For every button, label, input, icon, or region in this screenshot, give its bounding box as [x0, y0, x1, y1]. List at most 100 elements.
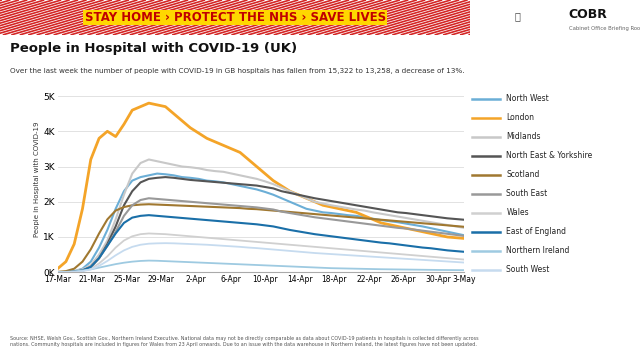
South West	[203, 243, 211, 247]
North East & Yorkshire	[402, 211, 410, 215]
Wales	[104, 254, 111, 259]
Midlands	[353, 207, 360, 211]
North West	[427, 226, 435, 230]
London	[244, 157, 252, 162]
East of England	[154, 214, 161, 218]
London	[435, 233, 443, 237]
Scotland	[95, 231, 103, 236]
Text: Scotland: Scotland	[506, 170, 540, 179]
Scotland	[410, 221, 418, 225]
North West	[269, 193, 277, 197]
South West	[161, 241, 169, 245]
North West	[112, 207, 120, 211]
South East	[244, 205, 252, 209]
Midlands	[154, 159, 161, 163]
Wales	[402, 253, 410, 257]
London	[344, 208, 352, 213]
Line: Wales: Wales	[58, 233, 464, 272]
Scotland	[394, 219, 401, 223]
Wales	[286, 243, 294, 247]
Wales	[353, 248, 360, 252]
East of England	[435, 247, 443, 251]
Northern Ireland	[286, 264, 294, 268]
North West	[385, 219, 393, 223]
South East	[328, 217, 335, 222]
North East & Yorkshire	[410, 212, 418, 216]
North West	[195, 177, 202, 181]
Midlands	[220, 170, 227, 174]
South West	[154, 241, 161, 245]
South West	[278, 248, 285, 252]
Midlands	[104, 238, 111, 243]
South West	[444, 259, 451, 263]
Wales	[303, 244, 310, 248]
Line: Northern Ireland: Northern Ireland	[58, 261, 464, 272]
Text: Midlands: Midlands	[506, 132, 541, 141]
North West	[203, 179, 211, 183]
London	[120, 122, 128, 126]
North West	[220, 180, 227, 185]
London	[328, 205, 335, 209]
South West	[286, 249, 294, 253]
Midlands	[112, 217, 120, 222]
London	[211, 140, 219, 144]
East of England	[70, 269, 78, 274]
Wales	[377, 250, 385, 254]
South West	[95, 264, 103, 268]
East of England	[211, 219, 219, 223]
East of England	[360, 238, 368, 243]
London	[145, 101, 153, 105]
Wales	[427, 255, 435, 259]
Wales	[369, 250, 376, 254]
Northern Ireland	[129, 260, 136, 264]
Midlands	[129, 171, 136, 176]
East of England	[244, 222, 252, 226]
Scotland	[70, 267, 78, 271]
North West	[394, 220, 401, 224]
North East & Yorkshire	[253, 184, 260, 188]
East of England	[278, 226, 285, 230]
Northern Ireland	[170, 259, 177, 263]
East of England	[120, 221, 128, 225]
South East	[419, 229, 426, 233]
Midlands	[236, 173, 244, 177]
London	[79, 207, 86, 211]
Northern Ireland	[211, 261, 219, 265]
London	[269, 179, 277, 183]
South West	[79, 269, 86, 273]
London	[444, 235, 451, 239]
North West	[154, 171, 161, 176]
South West	[360, 254, 368, 258]
Northern Ireland	[410, 268, 418, 272]
Midlands	[402, 216, 410, 220]
South East	[220, 202, 227, 207]
Northern Ireland	[104, 264, 111, 268]
Northern Ireland	[435, 268, 443, 272]
North East & Yorkshire	[170, 176, 177, 180]
East of England	[54, 270, 61, 274]
South East	[452, 233, 460, 237]
Line: South West: South West	[58, 243, 464, 272]
East of England	[385, 241, 393, 245]
London	[228, 147, 236, 151]
Scotland	[79, 260, 86, 264]
East of England	[336, 235, 344, 239]
Northern Ireland	[178, 260, 186, 264]
London	[427, 231, 435, 236]
London	[303, 196, 310, 200]
Midlands	[253, 177, 260, 181]
Wales	[460, 258, 468, 262]
Scotland	[129, 203, 136, 207]
North West	[261, 190, 269, 194]
North West	[87, 260, 95, 264]
London	[186, 126, 194, 130]
North East & Yorkshire	[195, 179, 202, 183]
South East	[70, 269, 78, 274]
Line: South East: South East	[58, 198, 464, 272]
Midlands	[244, 175, 252, 179]
London	[319, 203, 327, 207]
London	[195, 131, 202, 135]
Midlands	[87, 263, 95, 267]
East of England	[394, 242, 401, 246]
North West	[435, 228, 443, 232]
